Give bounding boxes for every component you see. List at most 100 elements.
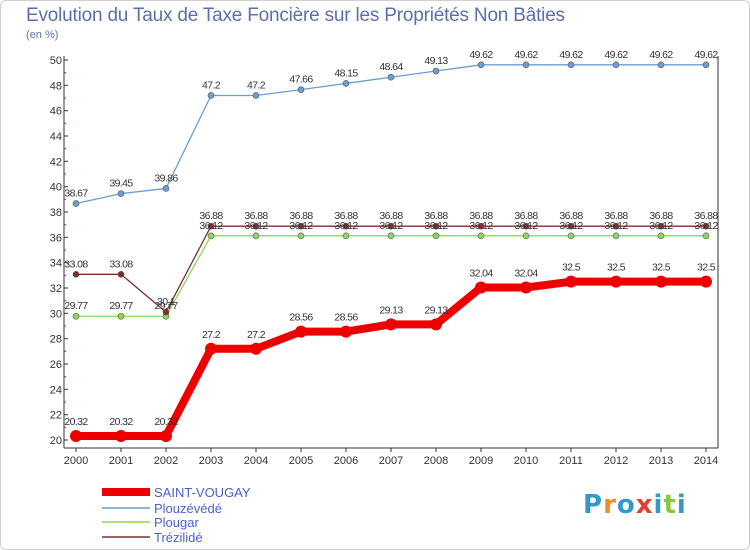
data-point [295, 325, 307, 338]
data-label: 49.62 [694, 49, 718, 61]
data-point [387, 73, 395, 81]
data-label: 36.12 [514, 220, 538, 232]
data-point [657, 222, 665, 230]
data-point [700, 275, 712, 288]
data-point [160, 429, 172, 442]
data-label: 36.12 [334, 220, 358, 232]
data-label: 36.88 [469, 210, 493, 222]
x-tick-label: 2014 [694, 455, 718, 467]
logo-letter: P [583, 490, 604, 520]
data-label: 47.66 [289, 74, 313, 86]
data-label: 32.04 [469, 267, 493, 279]
y-tick-label: 40 [50, 182, 62, 194]
data-point [612, 222, 620, 230]
data-label: 36.12 [289, 220, 313, 232]
x-tick-label: 2013 [649, 455, 673, 467]
series-layer [70, 61, 712, 442]
logo-letter: r [603, 490, 617, 520]
data-label: 36.12 [379, 220, 403, 232]
data-label: 36.88 [604, 210, 628, 222]
legend-label-3: Trézilidé [154, 530, 203, 545]
data-point [340, 325, 352, 338]
data-label: 33.08 [109, 258, 133, 270]
data-label: 20.32 [154, 416, 178, 428]
data-label: 47.2 [247, 79, 266, 91]
data-label: 29.13 [424, 304, 448, 316]
chart-title: Evolution du Taux de Taxe Foncière sur l… [26, 5, 565, 26]
data-point [522, 232, 530, 240]
axes: 20 22 24 26 28 30 32 34 36 38 40 42 44 46 48 50 2000 2001… [50, 55, 719, 467]
data-label: 29.13 [379, 304, 403, 316]
data-labels: 20.32 20.32 20.32 27.2 27.2 28.56 28.56 29.13 29… [64, 49, 719, 428]
data-point [432, 67, 440, 75]
data-label: 36.88 [649, 210, 673, 222]
data-point [612, 61, 620, 69]
logo-letter: t [663, 490, 677, 520]
data-point [702, 222, 710, 230]
data-point [297, 222, 305, 230]
data-label: 36.12 [604, 220, 628, 232]
data-point [567, 232, 575, 240]
data-label: 49.62 [469, 49, 493, 61]
data-point [565, 275, 577, 288]
legend-label-0: SAINT-VOUGAY [154, 485, 251, 500]
data-point [567, 222, 575, 230]
legend-label-1: Plouzévédé [154, 501, 222, 516]
data-point [655, 275, 667, 288]
data-label: 36.88 [334, 210, 358, 222]
x-tick-label: 2009 [469, 455, 493, 467]
x-tick-label: 2010 [514, 455, 538, 467]
logo-letter: i [653, 490, 664, 520]
data-point [162, 308, 170, 316]
y-tick-label: 50 [50, 55, 62, 67]
logo-letter: i [676, 490, 687, 520]
data-point [432, 222, 440, 230]
y-tick-label: 32 [50, 283, 62, 295]
data-label: 49.62 [604, 49, 628, 61]
x-tick-label: 2007 [379, 455, 403, 467]
data-point [522, 61, 530, 69]
data-label: 36.88 [514, 210, 538, 222]
y-tick-label: 48 [50, 80, 62, 92]
x-tick-label: 2012 [604, 455, 628, 467]
data-point [387, 232, 395, 240]
data-label: 36.12 [469, 220, 493, 232]
data-point [342, 80, 350, 87]
x-tick-label: 2003 [199, 455, 223, 467]
data-point [702, 232, 710, 240]
data-label: 36.12 [559, 220, 583, 232]
y-tick-label: 34 [50, 258, 62, 270]
data-label: 32.04 [514, 267, 538, 279]
legend-label-2: Plougar [154, 515, 199, 530]
y-tick-label: 28 [50, 334, 62, 346]
data-label: 30.1 [157, 296, 176, 308]
data-label: 38.67 [64, 188, 88, 200]
data-point [252, 92, 260, 99]
data-label: 36.88 [199, 210, 223, 222]
data-point [297, 232, 305, 240]
data-label: 36.88 [289, 210, 313, 222]
data-label: 49.62 [559, 49, 583, 61]
x-tick-label: 2006 [334, 455, 358, 467]
data-label: 49.62 [514, 49, 538, 61]
data-label: 29.77 [109, 300, 133, 312]
data-point [342, 222, 350, 230]
data-label: 29.77 [64, 300, 88, 312]
data-label: 48.64 [379, 61, 403, 73]
data-point [477, 222, 485, 230]
data-label: 49.13 [424, 55, 448, 67]
data-point [207, 222, 215, 230]
data-label: 36.12 [649, 220, 673, 232]
x-tick-label: 2011 [559, 455, 583, 467]
data-label: 28.56 [334, 312, 358, 324]
y-tick-label: 42 [50, 156, 62, 168]
data-label: 32.5 [652, 262, 671, 274]
data-point [70, 429, 82, 442]
data-label: 39.86 [154, 172, 178, 184]
data-point [342, 232, 350, 240]
data-point [72, 312, 80, 320]
y-tick-label: 44 [50, 131, 62, 143]
